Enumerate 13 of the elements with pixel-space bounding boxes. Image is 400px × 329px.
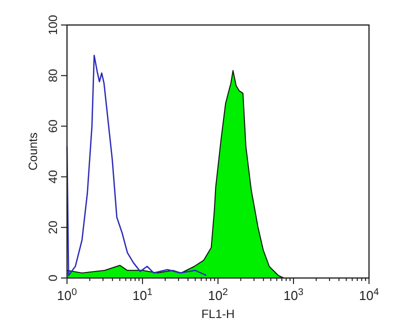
y-axis-title: Counts (26, 132, 40, 171)
y-tick-label: 40 (46, 170, 60, 184)
x-axis-title: FL1-H (201, 307, 235, 321)
x-tick-label: 10$^{4}$ (359, 286, 380, 303)
y-tick-label: 0 (46, 274, 60, 282)
y-tick-label: 20 (46, 220, 60, 234)
x-tick-label: 10$^{0}$ (57, 286, 78, 303)
y-tick-label: 60 (46, 119, 60, 133)
y-tick-label: 100 (46, 14, 60, 36)
x-tick-label: 10$^{3}$ (284, 286, 304, 303)
x-tick-label: 10$^{2}$ (208, 286, 228, 303)
y-tick-label: 80 (46, 68, 60, 82)
x-tick-label: 10$^{1}$ (132, 286, 152, 303)
